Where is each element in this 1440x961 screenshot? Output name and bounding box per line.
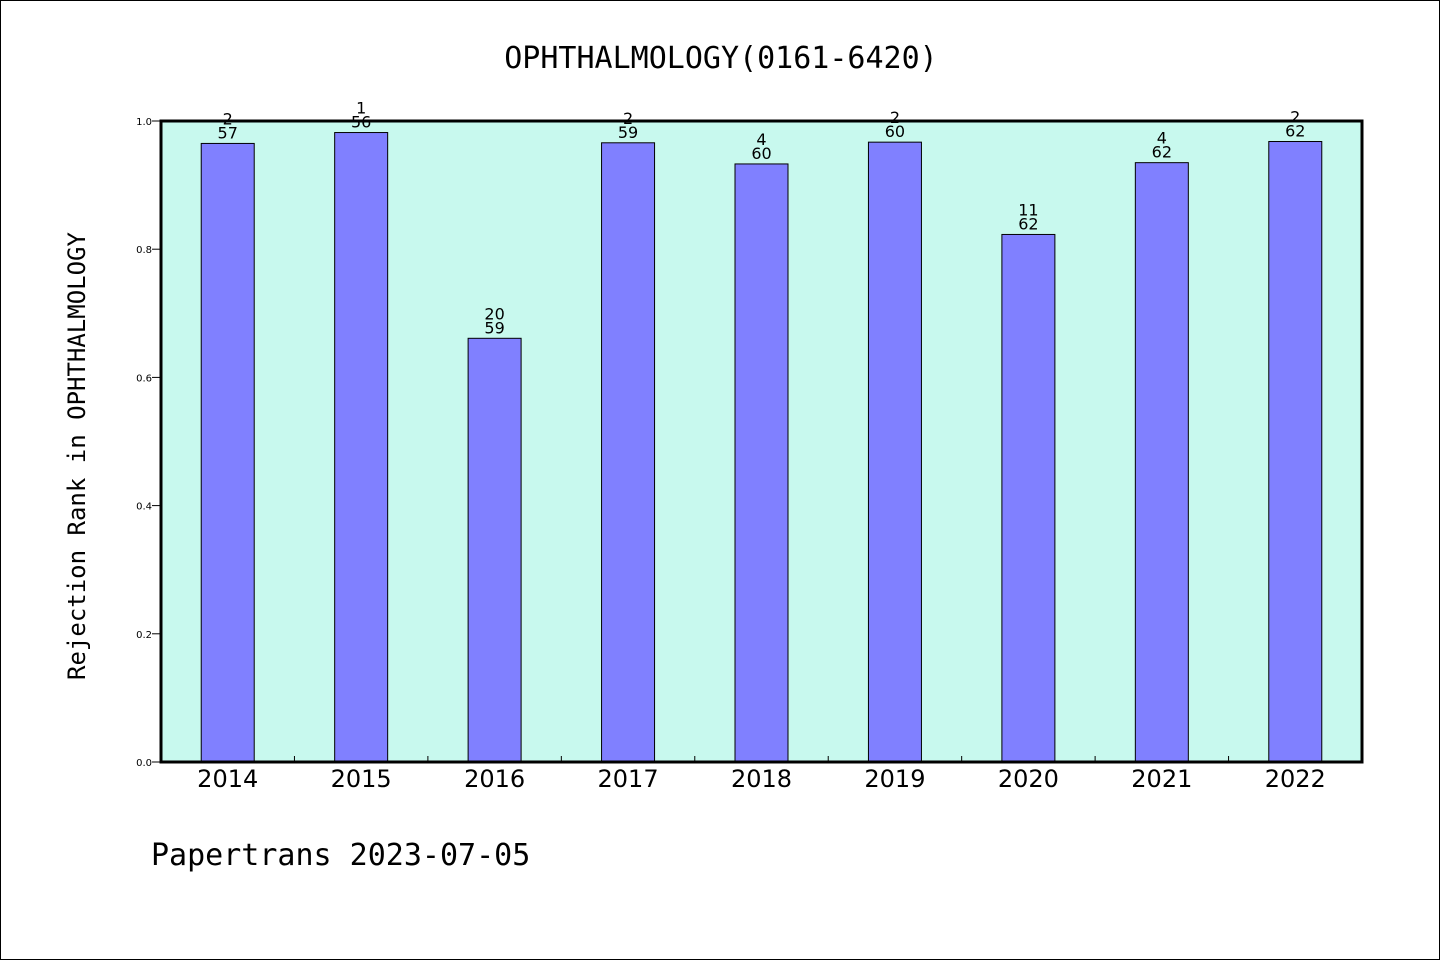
x-tick-label: 2022 (1265, 765, 1326, 793)
total-label: 59 (484, 318, 504, 337)
y-tick-label: 1.0 (136, 117, 152, 128)
bar-2018 (734, 163, 789, 763)
total-label: 62 (1152, 143, 1172, 162)
bar-2022 (1268, 141, 1323, 763)
y-tick-label: 0.4 (136, 502, 152, 513)
rank-label: 4 (1157, 129, 1167, 148)
total-label: 62 (1018, 214, 1038, 233)
y-axis: 0.0 0.2 0.4 0.6 0.8 1.0 (136, 117, 161, 769)
y-axis-label: Rejection Rank in OPHTHALMOLOGY (63, 231, 91, 679)
bar-2021 (1134, 162, 1189, 763)
bar-2020 (1001, 233, 1056, 763)
x-tick-label: 2019 (864, 765, 925, 793)
plot-border (159, 119, 1364, 764)
bar-2019 (867, 141, 922, 763)
y-tick-label: 0.0 (136, 758, 152, 769)
rank-label: 2 (890, 108, 900, 127)
rank-label: 2 (223, 109, 233, 128)
rank-label: 2 (623, 109, 633, 128)
bar-2016 (467, 337, 522, 763)
rank-label: 11 (1018, 200, 1038, 219)
x-tick-label: 2018 (731, 765, 792, 793)
bar-2014 (200, 142, 255, 763)
total-label: 60 (885, 122, 905, 141)
bars (200, 132, 1323, 763)
x-tick-label: 2016 (464, 765, 525, 793)
rank-label: 20 (484, 304, 504, 323)
y-tick-label: 0.2 (136, 630, 152, 641)
x-tick-label: 2021 (1131, 765, 1192, 793)
rank-label: 2 (1290, 108, 1300, 127)
rank-label: 1 (356, 99, 366, 118)
rank-label: 4 (756, 130, 766, 149)
footer-credit: Papertrans 2023-07-05 (151, 838, 530, 873)
x-tick-label: 2017 (598, 765, 659, 793)
total-label: 62 (1285, 122, 1305, 141)
bar-2017 (601, 142, 656, 763)
x-tick-label: 2014 (197, 765, 258, 793)
x-axis: 2014 2015 2016 2017 2018 2019 2020 2021 2022 (197, 756, 1326, 793)
x-tick-label: 2015 (331, 765, 392, 793)
total-label: 59 (618, 123, 638, 142)
x-tick-label: 2020 (998, 765, 1059, 793)
chart-title: OPHTHALMOLOGY(0161-6420) (504, 41, 937, 76)
total-label: 57 (218, 123, 238, 142)
bar-2015 (334, 132, 389, 763)
y-tick-label: 0.8 (136, 245, 152, 256)
total-label: 60 (751, 144, 771, 163)
y-tick-label: 0.6 (136, 373, 152, 384)
